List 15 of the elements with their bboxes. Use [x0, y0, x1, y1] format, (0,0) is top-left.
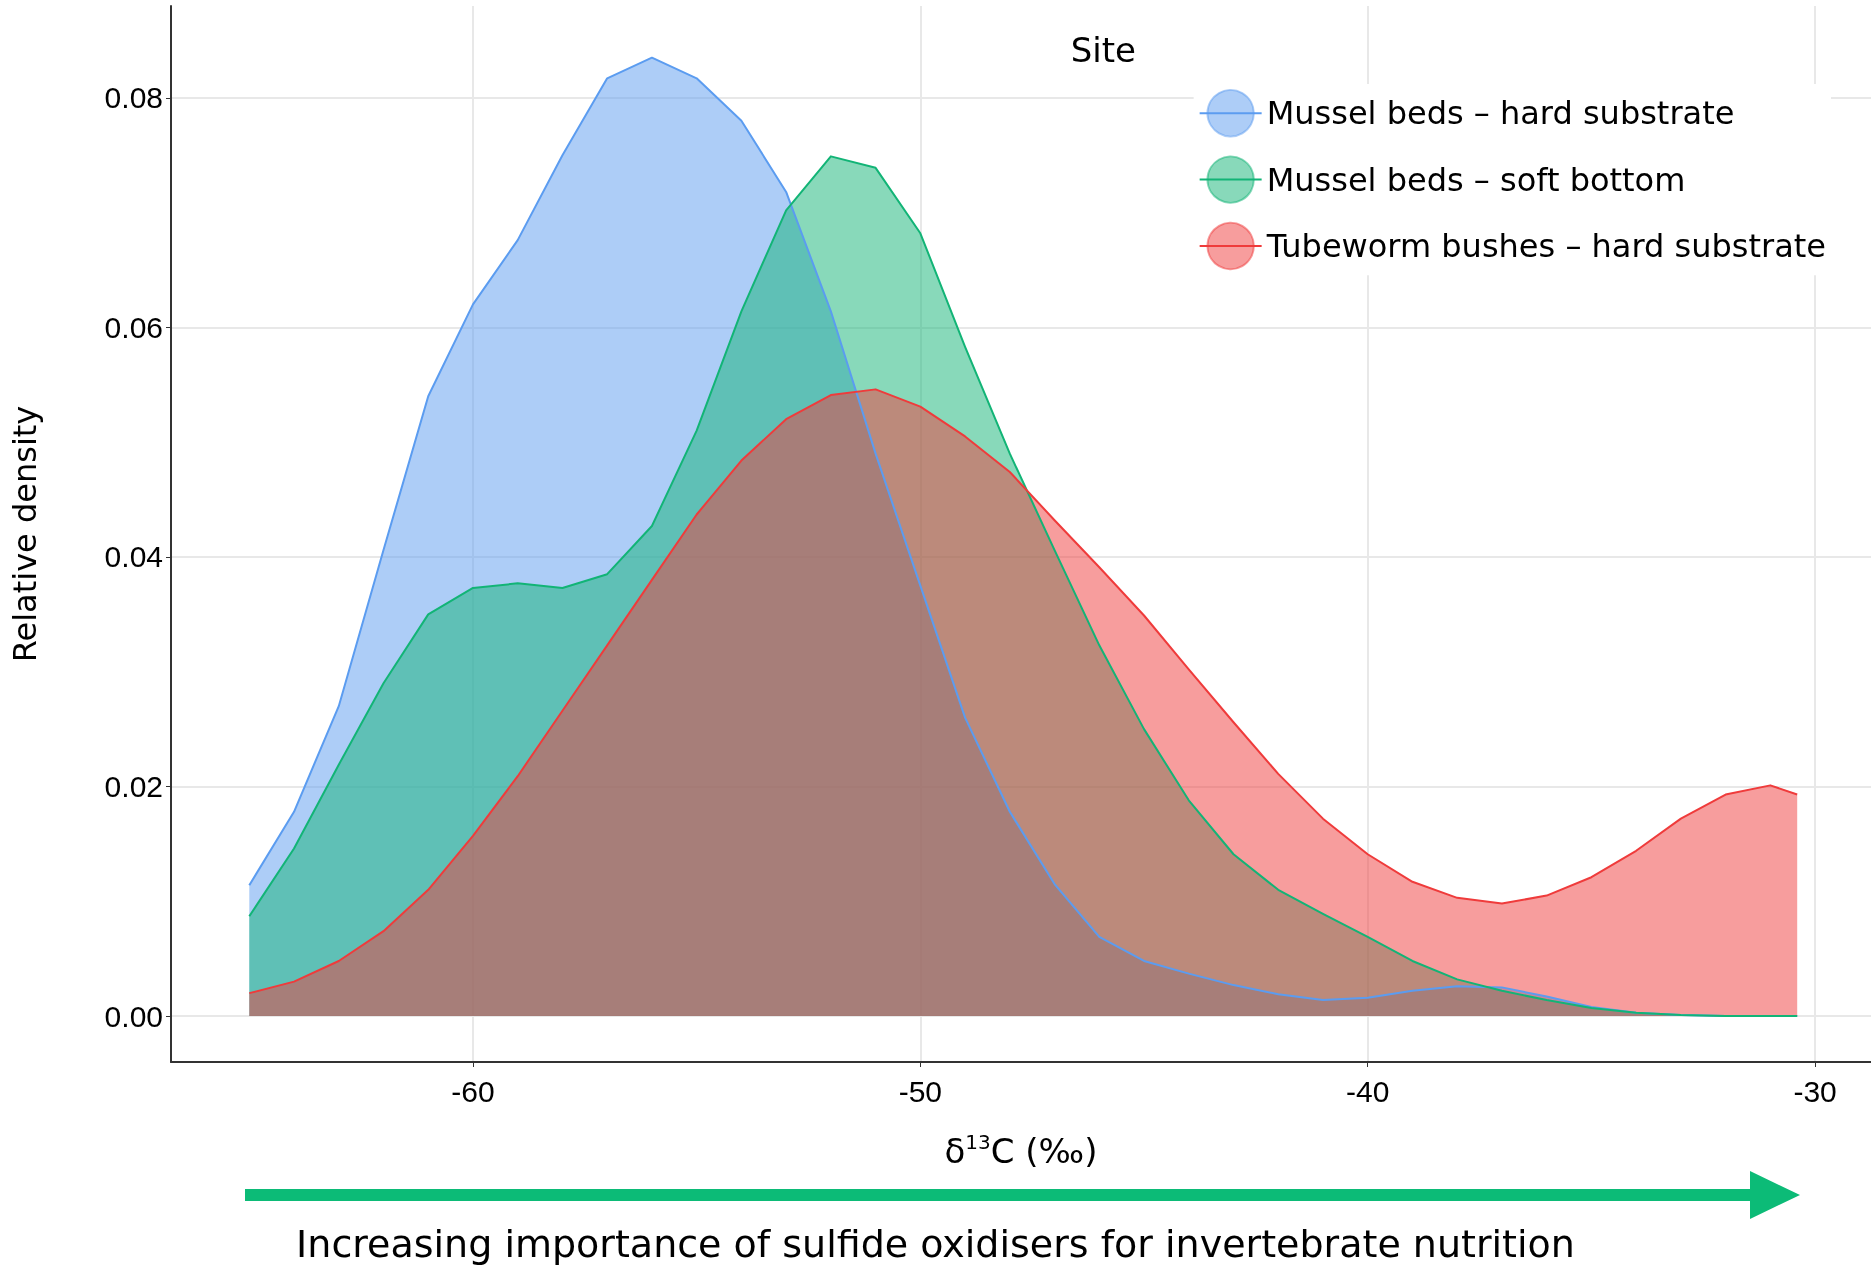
- legend-label: Tubeworm bushes – hard substrate: [1265, 227, 1826, 265]
- text: Increasing importance of sulfide oxidisers for invertebrate nutrition: [295, 1222, 1576, 1266]
- x-tick-label: -30: [1793, 1074, 1837, 1108]
- x-tick-label: -40: [1346, 1074, 1390, 1108]
- y-tick-label: 0.04: [104, 540, 163, 574]
- legend-title: Site: [1070, 30, 1136, 70]
- y-tick-label: 0.02: [104, 770, 163, 804]
- x-tick-label: -50: [898, 1074, 943, 1108]
- y-tick-label: 0.06: [104, 310, 163, 344]
- x-tick-label: -60: [451, 1074, 495, 1108]
- legend-label: Mussel beds – hard substrate: [1266, 94, 1735, 133]
- legend-label: Mussel beds – soft bottom: [1266, 160, 1686, 199]
- y-axis-title: Relative density: [6, 405, 44, 663]
- y-tick-label: 0.00: [104, 999, 163, 1033]
- y-tick-label: 0.08: [104, 81, 163, 115]
